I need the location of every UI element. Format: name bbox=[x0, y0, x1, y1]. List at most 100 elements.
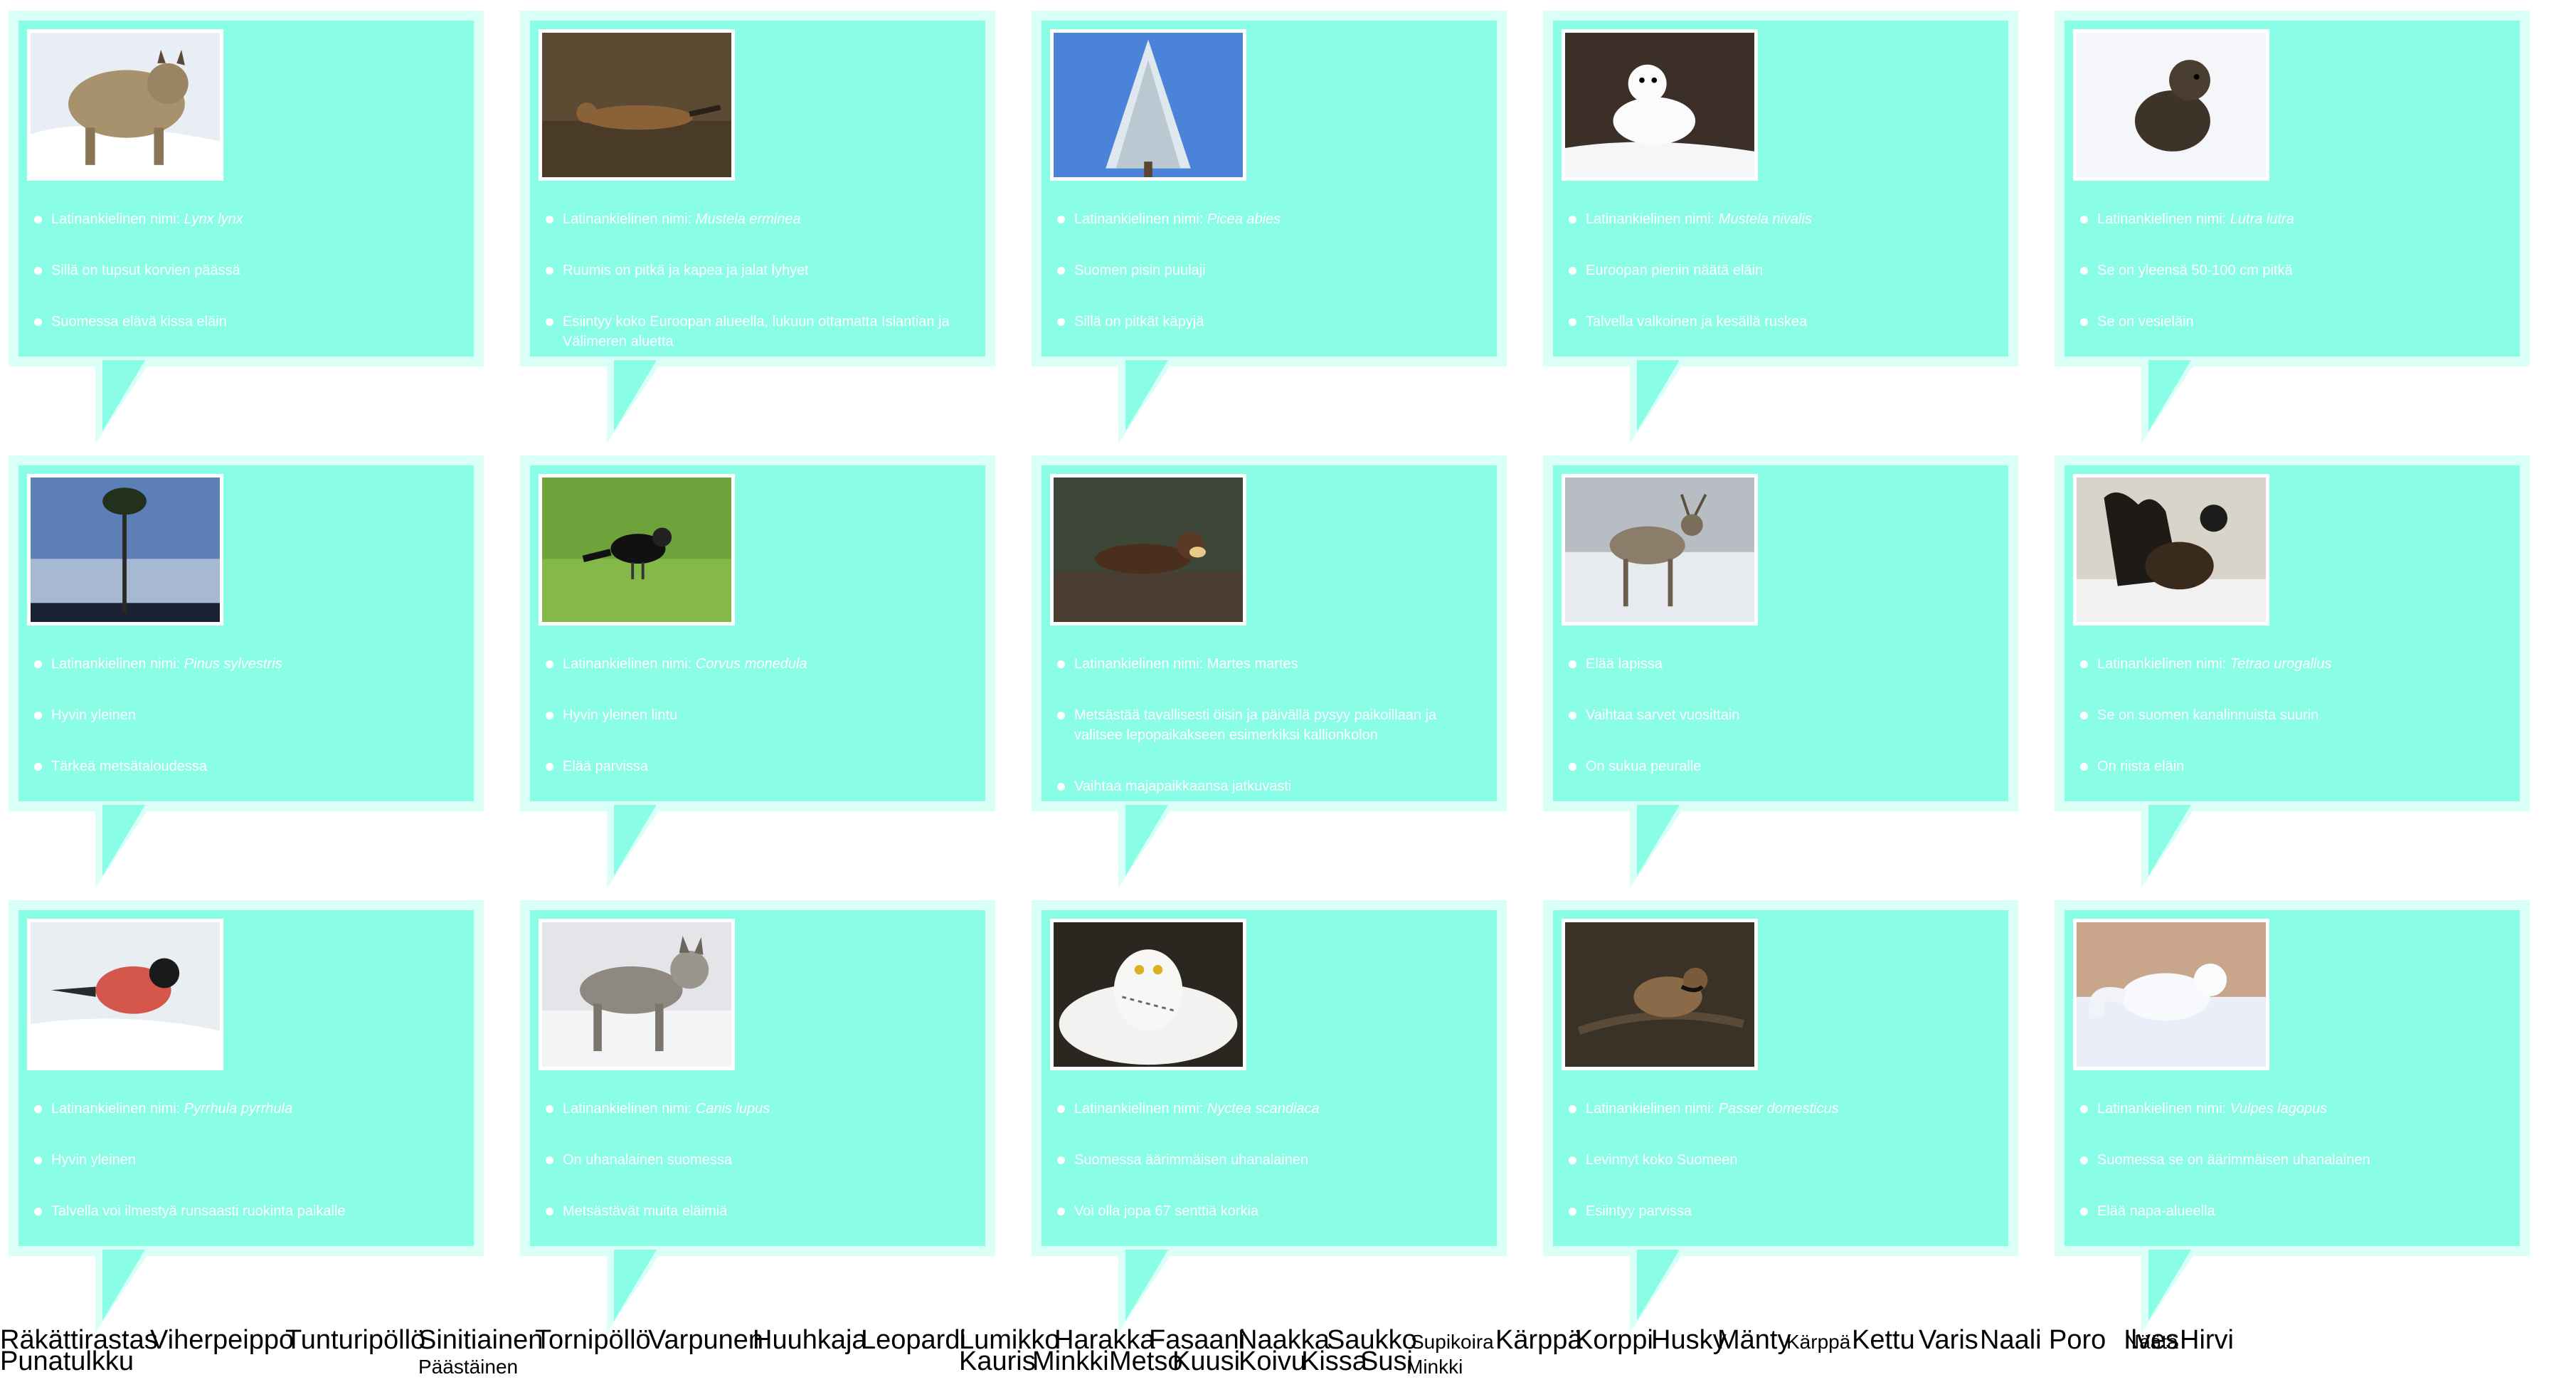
fact-item: Latinankielinen nimi: Nyctea scandiaca bbox=[1056, 1099, 1477, 1119]
fact-text: Latinankielinen nimi: bbox=[1586, 1101, 1719, 1117]
word-label[interactable]: Fasaani bbox=[1149, 1325, 1246, 1355]
fact-text: Vaihtaa sarvet vuosittain bbox=[1586, 707, 1740, 723]
fact-text: Latinankielinen nimi: bbox=[563, 1101, 696, 1117]
word-label[interactable]: Tunturipöllö bbox=[285, 1325, 426, 1355]
fact-list: Latinankielinen nimi: Canis lupus On uhan… bbox=[544, 1099, 965, 1252]
word-label[interactable]: Husky bbox=[1651, 1325, 1727, 1355]
fact-item: Sillä on pitkät käpyjä bbox=[1056, 312, 1477, 332]
fact-item: Suomen pisin puulaji bbox=[1056, 260, 1477, 280]
word-label[interactable]: Kärppä bbox=[1495, 1325, 1583, 1355]
fact-list: Latinankielinen nimi: Vulpes lagopus Suom… bbox=[2079, 1099, 2500, 1252]
word-label[interactable]: Kauris bbox=[959, 1346, 1036, 1376]
word-label[interactable]: Lumikko bbox=[959, 1325, 1060, 1355]
word-label[interactable]: Näätä bbox=[2125, 1331, 2178, 1353]
fact-item: Latinankielinen nimi: Mustela nivalis bbox=[1567, 209, 1988, 229]
word-label[interactable]: Varis bbox=[1919, 1325, 1978, 1355]
fact-text: Euroopan pienin näätä eläin bbox=[1586, 263, 1764, 278]
fact-item: Latinankielinen nimi: Lutra lutra bbox=[2079, 209, 2500, 229]
word-label[interactable]: Viherpeippo bbox=[150, 1325, 295, 1355]
fact-text: Metsästää tavallisesti öisin ja päivällä… bbox=[1074, 707, 1437, 743]
speech-tail bbox=[2148, 805, 2191, 876]
speech-tail bbox=[614, 1250, 657, 1321]
speech-tail bbox=[1125, 1250, 1168, 1321]
fact-list: Latinankielinen nimi: Picea abies Suomen … bbox=[1056, 209, 1477, 363]
fact-item: Esiintyy parvissa bbox=[1567, 1201, 1988, 1221]
word-label[interactable]: Hirvi bbox=[2180, 1325, 2234, 1355]
fact-text: Latinankielinen nimi: bbox=[1074, 1101, 1207, 1117]
word-label[interactable]: Huuhkaja bbox=[753, 1325, 867, 1355]
latin-name: Lynx lynx bbox=[184, 211, 243, 227]
word-label[interactable]: Harakka bbox=[1054, 1325, 1155, 1355]
fact-item: Latinankielinen nimi: Tetrao urogallus bbox=[2079, 654, 2500, 674]
fact-list: Latinankielinen nimi: Pinus sylvestris Hy… bbox=[33, 654, 454, 808]
word-label[interactable]: Leopardi bbox=[861, 1325, 966, 1355]
fact-list: Latinankielinen nimi: Corvus monedula Hyv… bbox=[544, 654, 965, 808]
word-label[interactable]: Korppi bbox=[1575, 1325, 1653, 1355]
card-grid: Latinankielinen nimi: Lynx lynx Sillä on … bbox=[9, 11, 2530, 1333]
fact-text: Latinankielinen nimi: bbox=[2097, 1101, 2230, 1117]
fact-item: On uhanalainen suomessa bbox=[544, 1150, 965, 1170]
word-label[interactable]: Punatulkku bbox=[0, 1346, 134, 1376]
fact-item: Euroopan pienin näätä eläin bbox=[1567, 260, 1988, 280]
word-label[interactable]: Minkki bbox=[1032, 1346, 1109, 1376]
fact-list: Latinankielinen nimi: Mustela erminea Ruu… bbox=[544, 209, 965, 383]
latin-name: Picea abies bbox=[1207, 211, 1281, 227]
fact-item: Metsästää tavallisesti öisin ja päivällä… bbox=[1056, 705, 1477, 745]
fact-text: On riista eläin bbox=[2097, 759, 2185, 774]
word-label[interactable]: Poro bbox=[2049, 1325, 2106, 1355]
word-label[interactable]: Saukko bbox=[1327, 1325, 1417, 1355]
arctic-fox-photo bbox=[2073, 919, 2269, 1070]
animal-card-capercaillie: Latinankielinen nimi: Tetrao urogallus Se… bbox=[2055, 455, 2530, 888]
word-label[interactable]: Räkättirastas bbox=[0, 1325, 158, 1355]
speech-tail bbox=[614, 360, 657, 431]
fact-list: Latinankielinen nimi: Nyctea scandiaca Su… bbox=[1056, 1099, 1477, 1252]
otter-photo bbox=[2073, 29, 2269, 181]
word-label[interactable]: Ilves bbox=[2124, 1325, 2180, 1355]
word-label[interactable]: Koivu bbox=[1239, 1346, 1307, 1376]
word-label[interactable]: Kettu bbox=[1852, 1325, 1915, 1355]
speech-tail bbox=[1637, 360, 1680, 431]
word-label[interactable]: Mänty bbox=[1717, 1325, 1791, 1355]
word-label[interactable]: Naakka bbox=[1238, 1325, 1330, 1355]
latin-name: Vulpes lagopus bbox=[2230, 1101, 2328, 1117]
fact-text: Latinankielinen nimi: bbox=[51, 656, 184, 672]
fact-text: Talvella voi ilmestyä runsaasti ruokinta… bbox=[51, 1203, 346, 1219]
word-label[interactable]: Susi bbox=[1360, 1346, 1413, 1376]
fact-text: Suomessa äärimmäisen uhanalainen bbox=[1074, 1152, 1309, 1168]
fact-item: Elää parvissa bbox=[544, 756, 965, 776]
word-label[interactable]: Kissa bbox=[1301, 1346, 1367, 1376]
latin-name: Canis lupus bbox=[695, 1101, 770, 1117]
fact-list: Elää lapissa Vaihtaa sarvet vuosittain On … bbox=[1567, 654, 1988, 808]
speech-tail bbox=[102, 805, 145, 876]
fact-item: Se on vesieläin bbox=[2079, 312, 2500, 332]
word-label[interactable]: Kärppä bbox=[1786, 1331, 1851, 1353]
animal-card-pine: Latinankielinen nimi: Pinus sylvestris Hy… bbox=[9, 455, 484, 888]
speech-tail bbox=[102, 360, 145, 431]
word-label[interactable]: Naali bbox=[1980, 1325, 2042, 1355]
latin-name: Mustela nivalis bbox=[1718, 211, 1812, 227]
latin-name: Passer domesticus bbox=[1718, 1101, 1839, 1117]
speech-tail bbox=[1637, 1250, 1680, 1321]
fact-list: Latinankielinen nimi: Pyrrhula pyrrhula H… bbox=[33, 1099, 454, 1252]
animal-card-weasel: Latinankielinen nimi: Mustela nivalis Eur… bbox=[1543, 11, 2018, 443]
stoat-photo bbox=[539, 29, 735, 181]
word-label[interactable]: Päästäinen bbox=[418, 1356, 519, 1378]
word-label[interactable]: Tornipöllö bbox=[535, 1325, 651, 1355]
word-label[interactable]: Metso bbox=[1109, 1346, 1183, 1376]
fact-text: Hyvin yleinen bbox=[51, 707, 136, 723]
label-bank: Räkättirastas Viherpeippo Tunturipöllö Sini… bbox=[0, 1325, 2576, 1378]
word-label[interactable]: Sinitiainen bbox=[418, 1325, 544, 1355]
bullfinch-photo bbox=[27, 919, 223, 1070]
word-label[interactable]: Supikoira bbox=[1411, 1331, 1494, 1353]
word-label[interactable]: Kuusi bbox=[1172, 1346, 1241, 1376]
word-label[interactable]: Minkki bbox=[1406, 1356, 1463, 1378]
speech-tail bbox=[1125, 360, 1168, 431]
word-label[interactable]: Varpunen bbox=[648, 1325, 763, 1355]
marten-photo bbox=[1050, 474, 1246, 626]
fact-item: Talvella voi ilmestyä runsaasti ruokinta… bbox=[33, 1201, 454, 1221]
fact-text: Talvella valkoinen ja kesällä ruskea bbox=[1586, 314, 1808, 329]
fact-item: Latinankielinen nimi: Martes martes bbox=[1056, 654, 1477, 674]
fact-item: Sillä on tupsut korvien päässä bbox=[33, 260, 454, 280]
fact-item: Talvella valkoinen ja kesällä ruskea bbox=[1567, 312, 1988, 332]
speech-tail bbox=[2148, 360, 2191, 431]
